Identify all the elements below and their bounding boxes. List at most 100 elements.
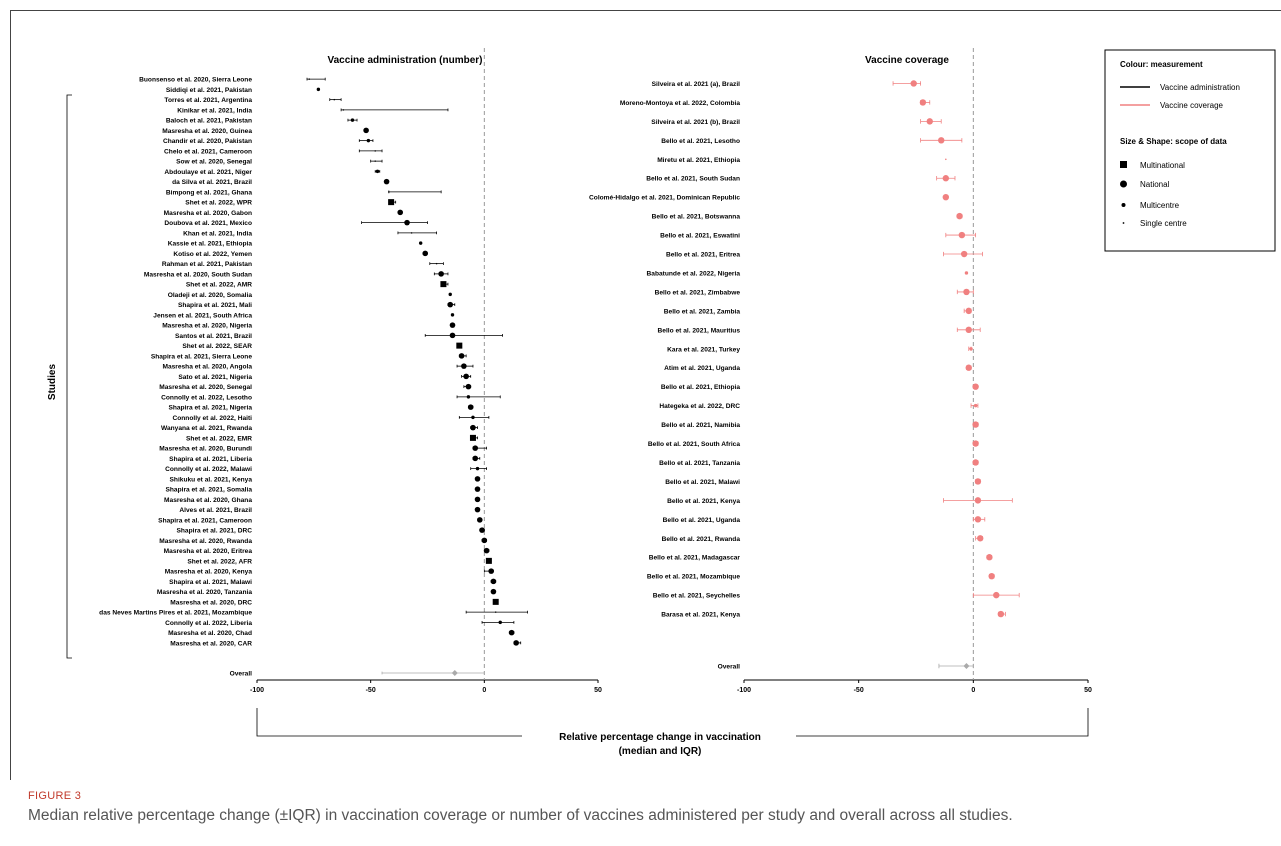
median-marker-bello-et-al-2021-south-sudan <box>942 175 950 182</box>
overall-median-marker <box>451 670 458 676</box>
study-label-santos-et-al-2021-brazil: Santos et al. 2021, Brazil <box>175 333 252 340</box>
y-axis-bracket <box>66 94 72 659</box>
median-marker-atim-et-al-2021-uganda <box>965 364 972 371</box>
study-label-bello-et-al-2021-mauritius: Bello et al. 2021, Mauritius <box>658 327 741 334</box>
median-marker-shapira-et-al-2021-cameroon <box>476 517 483 523</box>
median-marker-shapira-et-al-2021-mali <box>447 301 454 308</box>
median-marker-bello-et-al-2021-kenya <box>974 497 982 504</box>
study-label-kara-et-al-2021-turkey: Kara et al. 2021, Turkey <box>667 346 740 353</box>
left-panel-title: Vaccine administration (number) <box>327 55 482 66</box>
median-marker-shapira-et-al-2021-somalia <box>474 486 481 492</box>
study-label-bello-et-al-2021-madagascar: Bello et al. 2021, Madagascar <box>649 555 741 562</box>
study-label-masresha-et-al-2020-south-sudan: Masresha et al. 2020, South Sudan <box>144 271 252 278</box>
study-label-masresha-et-al-2020-tanzania: Masresha et al. 2020, Tanzania <box>157 589 253 596</box>
legend: Colour: measurement Vaccine administrati… <box>1104 49 1276 252</box>
median-marker-masresha-et-al-2020-angola <box>461 363 467 369</box>
median-marker-bello-et-al-2021-lesotho <box>938 137 945 144</box>
legend-square-icon <box>1120 161 1127 168</box>
median-marker-bello-et-al-2021-mauritius <box>965 326 972 334</box>
study-label-masresha-et-al-2020-kenya: Masresha et al. 2020, Kenya <box>165 569 253 576</box>
study-label-connolly-et-al-2022-malawi: Connolly et al. 2022, Malawi <box>165 466 252 473</box>
median-marker-kassie-et-al-2021-ethiopia <box>418 241 423 245</box>
legend-box <box>1104 49 1276 252</box>
median-marker-shet-et-al-2022-wpr <box>388 199 395 206</box>
median-marker-alves-et-al-2021-brazil <box>474 506 481 513</box>
study-label-jensen-et-al-2021-south-africa: Jensen et al. 2021, South Africa <box>153 312 252 319</box>
study-label-sow-et-al-2020-senegal: Sow et al. 2020, Senegal <box>176 159 252 166</box>
median-marker-masresha-et-al-2020-nigeria <box>449 322 456 328</box>
study-label-chandir-et-al-2020-pakistan: Chandir et al. 2020, Pakistan <box>163 138 252 145</box>
legend-small-dot-icon <box>1122 222 1125 224</box>
study-label-bello-et-al-2021-zambia: Bello et al. 2021, Zambia <box>664 308 741 315</box>
study-label-shikuku-et-al-2021-kenya: Shikuku et al. 2021, Kenya <box>170 476 253 483</box>
study-label-shet-et-al-2022-sear: Shet et al. 2022, SEAR <box>182 343 252 350</box>
median-marker-miretu-et-al-2021-ethiopia <box>945 158 947 161</box>
study-label-masresha-et-al-2020-chad: Masresha et al. 2020, Chad <box>168 630 252 637</box>
study-label-doubova-et-al-2021-mexico: Doubova et al. 2021, Mexico <box>164 220 252 227</box>
median-marker-kara-et-al-2021-turkey <box>969 347 973 351</box>
median-marker-baloch-et-al-2021-pakistan <box>350 118 355 122</box>
study-label-bello-et-al-2021-mozambique: Bello et al. 2021, Mozambique <box>647 574 740 581</box>
x-axis-bracket <box>256 708 1089 737</box>
x-tick-label: 50 <box>594 687 602 694</box>
median-marker-shapira-et-al-2021-nigeria <box>467 404 474 410</box>
study-label-das-neves-martins-pires-et-al-2021-mozambique: das Neves Martins Pires et al. 2021, Moz… <box>99 610 252 617</box>
right-panel: -100 -50 0 50 Silveira et al. 2021 (a), Braz… <box>589 48 1092 694</box>
median-marker-bello-et-al-2021-seychelles <box>993 591 1000 599</box>
median-marker-masresha-et-al-2020-burundi <box>472 445 479 451</box>
median-marker-bello-et-al-2021-eritrea <box>960 250 968 258</box>
study-label-siddiqi-et-al-2021-pakistan: Siddiqi et al. 2021, Pakistan <box>166 87 252 94</box>
median-marker-moreno-montoya-et-al-2022-colombia <box>919 99 927 106</box>
study-label-shet-et-al-2022-wpr: Shet et al. 2022, WPR <box>185 200 252 207</box>
x-tick-label: -50 <box>854 687 864 694</box>
median-marker-oladeji-et-al-2020-somalia <box>448 292 452 297</box>
median-marker-chelo-et-al-2021-cameroon <box>374 150 377 152</box>
study-label-miretu-et-al-2021-ethiopia: Miretu et al. 2021, Ethiopia <box>657 157 740 164</box>
median-marker-shet-et-al-2022-afr <box>485 557 492 564</box>
median-marker-hategeka-et-al-2022-drc <box>973 403 978 408</box>
study-label-connolly-et-al-2022-liberia: Connolly et al. 2022, Liberia <box>165 620 252 627</box>
x-tick-label: 50 <box>1084 687 1092 694</box>
median-marker-jensen-et-al-2021-south-africa <box>450 313 455 317</box>
x-tick-label: 0 <box>482 687 486 694</box>
study-label-bello-et-al-2021-zimbabwe: Bello et al. 2021, Zimbabwe <box>655 289 741 296</box>
study-label-connolly-et-al-2022-lesotho: Connolly et al. 2022, Lesotho <box>161 394 252 401</box>
median-marker-connolly-et-al-2022-haiti <box>471 415 475 420</box>
median-marker-bello-et-al-2021-rwanda <box>977 535 984 542</box>
figure-label: FIGURE 3 <box>28 790 82 802</box>
study-label-masresha-et-al-2020-senegal: Masresha et al. 2020, Senegal <box>159 384 252 391</box>
study-label-kassie-et-al-2021-ethiopia: Kassie et al. 2021, Ethiopia <box>168 241 253 248</box>
median-marker-connolly-et-al-2022-lesotho <box>466 395 471 399</box>
figure-caption: Median relative percentage change (±IQR)… <box>28 807 1013 824</box>
study-label-masresha-et-al-2020-guinea: Masresha et al. 2020, Guinea <box>162 128 252 135</box>
study-label-babatunde-et-al-2022-nigeria: Babatunde et al. 2022, Nigeria <box>647 270 741 277</box>
study-label-shapira-et-al-2021-nigeria: Shapira et al. 2021, Nigeria <box>168 405 252 412</box>
study-label-moreno-montoya-et-al-2022-colombia: Moreno-Montoya et al. 2022, Colombia <box>620 100 741 107</box>
median-marker-masresha-et-al-2020-rwanda <box>481 537 488 544</box>
median-marker-torres-et-al-2021-argentina <box>333 98 336 101</box>
study-label-atim-et-al-2021-uganda: Atim et al. 2021, Uganda <box>664 365 740 372</box>
median-marker-masresha-et-al-2020-tanzania <box>490 588 497 595</box>
median-marker-kinikar-et-al-2021-india <box>342 109 345 111</box>
study-label-bello-et-al-2021-lesotho: Bello et al. 2021, Lesotho <box>661 138 740 145</box>
study-label-masresha-et-al-2020-burundi: Masresha et al. 2020, Burundi <box>159 446 252 453</box>
median-marker-bello-et-al-2021-zimbabwe <box>963 288 970 296</box>
study-label-shet-et-al-2022-afr: Shet et al. 2022, AFR <box>187 558 252 565</box>
study-label-masresha-et-al-2020-car: Masresha et al. 2020, CAR <box>170 640 252 647</box>
study-label-rahman-et-al-2021-pakistan: Rahman et al. 2021, Pakistan <box>162 261 252 268</box>
study-label-hategeka-et-al-2022-drc: Hategeka et al. 2022, DRC <box>659 403 740 410</box>
median-marker-masresha-et-al-2020-chad <box>508 629 515 636</box>
study-label-khan-et-al-2021-india: Khan et al. 2021, India <box>183 230 252 237</box>
study-label-bello-et-al-2021-botswanna: Bello et al. 2021, Botswanna <box>652 214 741 221</box>
median-marker-abdoulaye-et-al-2021-niger <box>375 169 380 174</box>
x-axis-label-line2: (median and IQR) <box>619 746 702 757</box>
median-marker-masresha-et-al-2020-guinea <box>363 127 369 134</box>
x-tick-label: -100 <box>250 687 264 694</box>
median-marker-masresha-et-al-2020-south-sudan <box>438 271 444 277</box>
legend-label-coverage: Vaccine coverage <box>1160 101 1224 110</box>
study-label-da-silva-et-al-2021-brazil: da Silva et al. 2021, Brazil <box>172 179 252 186</box>
median-marker-bello-et-al-2021-uganda <box>974 516 982 523</box>
median-marker-khan-et-al-2021-india <box>410 232 413 234</box>
study-label-bello-et-al-2021-uganda: Bello et al. 2021, Uganda <box>663 517 741 524</box>
median-marker-masresha-et-al-2020-gabon <box>397 209 404 216</box>
